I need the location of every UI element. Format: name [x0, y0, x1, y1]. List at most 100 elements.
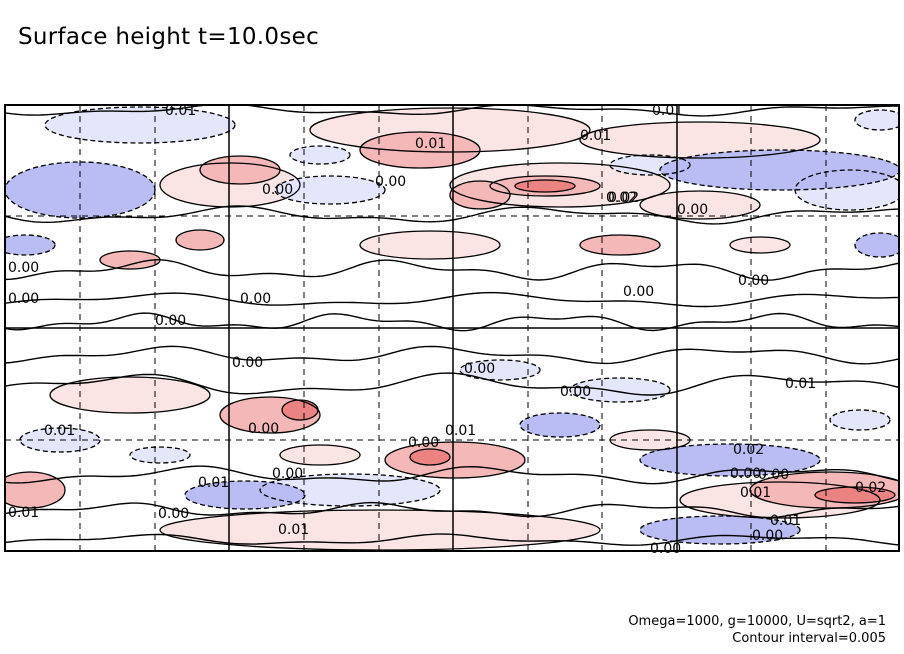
positive-region: [360, 231, 500, 259]
negative-region: [130, 447, 190, 463]
positive-contour: [279, 444, 361, 466]
negative-region: [855, 233, 899, 257]
zero-contour: [5, 465, 899, 485]
contour-label: 0.00: [158, 506, 189, 522]
negative-contour: [274, 175, 386, 205]
positive-contour: [449, 162, 671, 208]
chart-title: Surface height t=10.0sec: [18, 24, 320, 50]
contour-label: 0.00: [464, 361, 495, 377]
positive-contour: [409, 448, 451, 466]
contour-interval-note: Contour interval=0.005: [732, 631, 886, 646]
positive-contour: [281, 399, 319, 421]
negative-region: [660, 150, 899, 190]
shaded-regions: [5, 107, 899, 550]
contour-label: 0.00: [752, 528, 783, 544]
positive-contour: [5, 471, 66, 509]
positive-region: [730, 237, 790, 253]
contour-label: 0.00: [155, 313, 186, 329]
contour-label: 0.00: [262, 182, 293, 198]
positive-contour: [579, 121, 821, 159]
positive-region: [515, 180, 575, 192]
negative-contour: [5, 161, 156, 219]
negative-contour: [44, 106, 236, 144]
contour-label: 0.01: [44, 423, 75, 439]
negative-region: [855, 110, 899, 130]
positive-contour: [489, 175, 601, 197]
contour-label: 0.01: [580, 128, 611, 144]
contour-label: 0.00: [650, 541, 681, 557]
positive-contour: [814, 486, 896, 504]
contour-label: 0.02: [733, 442, 764, 458]
negative-contour: [659, 149, 899, 191]
zero-contour: [5, 291, 899, 308]
positive-contour: [49, 376, 211, 414]
negative-contour: [5, 234, 56, 256]
plot-frame: [4, 104, 900, 552]
contour-label: 0.00: [560, 384, 591, 400]
positive-contour: [514, 179, 576, 193]
positive-contour: [449, 180, 511, 210]
negative-region: [830, 410, 890, 430]
negative-region: [290, 146, 350, 164]
contour-label: 0.00: [730, 466, 761, 482]
grid-lines: [5, 105, 899, 551]
contour-label: 0.02: [606, 190, 637, 206]
negative-contour: [639, 443, 821, 477]
positive-contour: [639, 190, 761, 220]
negative-contour: [289, 145, 351, 165]
negative-contour: [184, 480, 306, 510]
negative-region: [45, 107, 235, 143]
contour-label: 0.01: [770, 513, 801, 529]
negative-contour: [19, 427, 101, 453]
negative-contour: [854, 109, 899, 131]
contour-label: 0.02: [608, 190, 639, 206]
negative-contour: [794, 169, 899, 211]
contour-label: 0.01: [785, 376, 816, 392]
negative-contour: [854, 232, 899, 258]
contour-label: 0.00: [677, 202, 708, 218]
negative-region: [5, 235, 55, 255]
contour-label: 0.00: [8, 260, 39, 276]
positive-region: [410, 449, 450, 465]
negative-contour: [609, 154, 691, 176]
negative-region: [185, 481, 305, 509]
contour-label: 0.01: [652, 103, 683, 119]
contour-label: 0.01: [740, 485, 771, 501]
positive-region: [50, 377, 210, 413]
contour-labels: 0.010.01 0.010.010.00 0.000.020.000.000.00…: [8, 103, 886, 557]
contour-label: 0.01: [165, 103, 196, 119]
contour-label: 0.00: [272, 466, 303, 482]
parameters-note: Omega=1000, g=10000, U=sqrt2, a=1: [628, 614, 886, 629]
negative-contour: [129, 446, 191, 464]
positive-region: [640, 191, 760, 219]
positive-region: [280, 445, 360, 465]
positive-contour: [175, 229, 225, 251]
contour-label: 0.02: [855, 480, 886, 496]
negative-region: [5, 162, 155, 218]
positive-contour: [219, 396, 321, 434]
contour-label: 0.00: [375, 174, 406, 190]
positive-region: [160, 510, 600, 550]
contour-label: 0.00: [758, 467, 789, 483]
positive-region: [815, 487, 895, 503]
contour-label: 0.00: [248, 421, 279, 437]
negative-region: [520, 413, 600, 437]
negative-contour: [569, 377, 671, 403]
contour-label: 0.01: [8, 505, 39, 521]
negative-region: [275, 176, 385, 204]
negative-contour: [639, 515, 801, 545]
negative-region: [460, 360, 540, 380]
negative-region: [570, 378, 670, 402]
contour-label: 0.01: [198, 475, 229, 491]
positive-region: [450, 181, 510, 209]
contour-label: 0.00: [738, 273, 769, 289]
zero-contour: [5, 372, 899, 396]
zero-contour: [5, 533, 899, 546]
zero-contour: [5, 259, 899, 281]
negative-region: [260, 474, 440, 506]
positive-region: [580, 122, 820, 158]
positive-contour: [579, 234, 661, 256]
contour-label: 0.01: [415, 136, 446, 152]
contour-label: 0.00: [240, 291, 271, 307]
